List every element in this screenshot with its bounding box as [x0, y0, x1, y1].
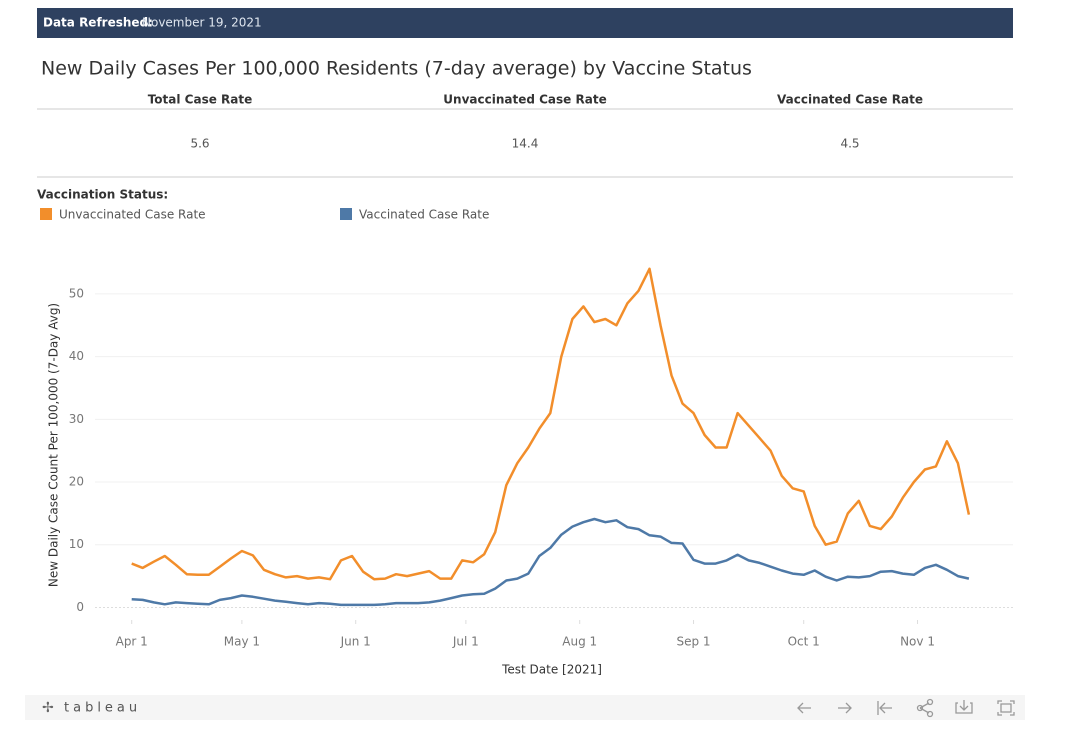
- y-tick-label: 10: [69, 537, 84, 551]
- x-tick-label: Apr 1: [116, 635, 148, 649]
- y-tick-label: 20: [69, 475, 84, 489]
- x-tick-label: Jul 1: [452, 635, 479, 649]
- x-tick-label: Aug 1: [562, 635, 597, 649]
- x-tick-label: Jun 1: [340, 635, 371, 649]
- legend-label: Vaccinated Case Rate: [359, 208, 489, 222]
- legend-swatch: [40, 208, 52, 220]
- toolbar-icons: [797, 698, 1015, 718]
- y-axis-title: New Daily Case Count Per 100,000 (7-Day …: [47, 303, 61, 587]
- kpi-label: Total Case Rate: [148, 93, 253, 107]
- undo-button[interactable]: [797, 702, 811, 714]
- kpi-value: 5.6: [190, 137, 209, 151]
- download-button[interactable]: [955, 700, 973, 714]
- x-tick-label: Oct 1: [788, 635, 820, 649]
- refresh-label: Data Refreshed:: [43, 16, 153, 30]
- series-line: [131, 517, 970, 607]
- legend-swatch: [340, 208, 352, 220]
- y-tick-label: 0: [76, 600, 84, 614]
- legend-title: Vaccination Status:: [37, 188, 168, 202]
- fullscreen-button[interactable]: [997, 700, 1015, 716]
- y-tick-label: 30: [69, 412, 84, 426]
- revert-button[interactable]: [877, 701, 892, 715]
- header-bar: [37, 8, 1013, 38]
- x-tick-label: Nov 1: [900, 635, 935, 649]
- series-line: [131, 267, 971, 581]
- y-tick-label: 40: [69, 349, 84, 363]
- x-tick-label: May 1: [224, 635, 260, 649]
- dashboard-title: New Daily Cases Per 100,000 Residents (7…: [41, 58, 752, 80]
- kpi-value: 14.4: [512, 137, 539, 151]
- x-tick-label: Sep 1: [676, 635, 710, 649]
- refresh-date: November 19, 2021: [142, 16, 262, 30]
- redo-button[interactable]: [838, 702, 852, 714]
- legend-label: Unvaccinated Case Rate: [59, 208, 206, 222]
- kpi-label: Unvaccinated Case Rate: [443, 93, 606, 107]
- y-tick-label: 50: [69, 286, 84, 300]
- logo-mark: ✢: [42, 700, 54, 716]
- kpi-value: 4.5: [840, 137, 859, 151]
- toolbar: [25, 695, 1025, 720]
- logo[interactable]: tableau: [64, 701, 141, 716]
- x-axis-title: Test Date [2021]: [501, 663, 602, 677]
- kpi-label: Vaccinated Case Rate: [777, 93, 923, 107]
